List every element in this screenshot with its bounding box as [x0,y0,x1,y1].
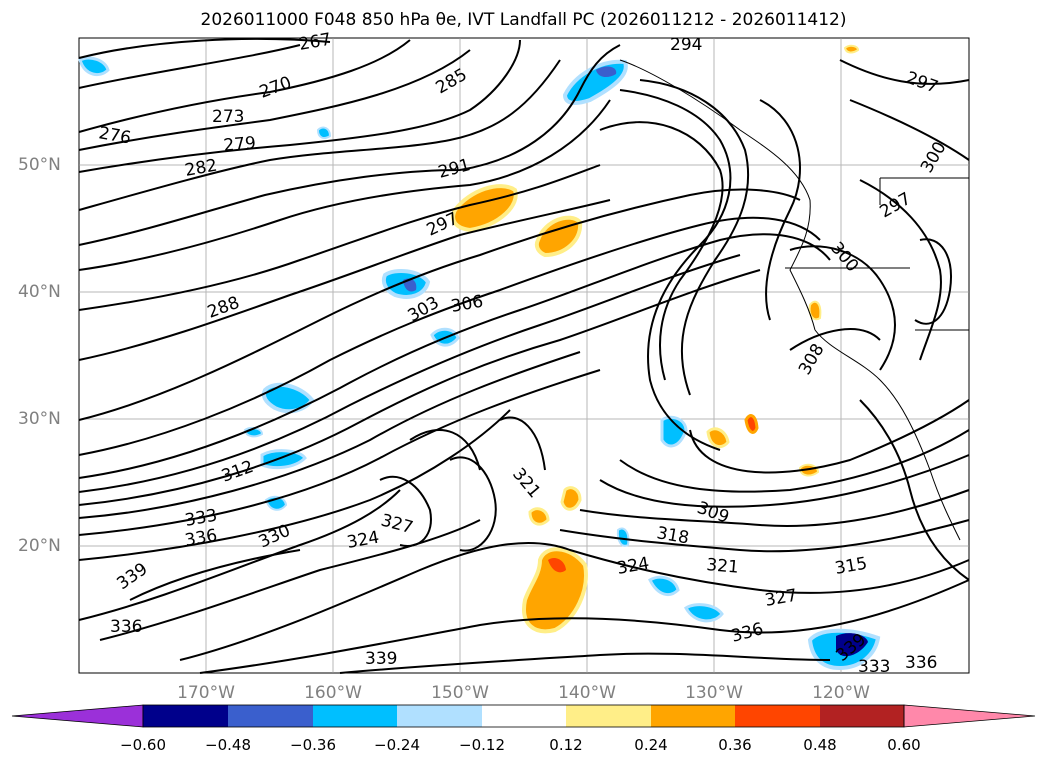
strong-positive [548,558,566,573]
colorbar-bin [735,705,820,727]
positive-anomaly [528,507,550,526]
colorbar-tick: 0.12 [549,736,583,754]
colorbar-tick: 0.48 [803,736,837,754]
strong-negative [836,633,868,657]
theta-e-contours [78,37,970,674]
colorbar-bin [397,705,482,727]
lon-label: 130°W [685,683,743,703]
negative-anomaly [78,56,110,77]
negative-anomaly [260,449,307,470]
colorbar-tick: 0.36 [718,736,752,754]
strong-negative [596,66,617,78]
negative-anomaly [684,603,724,623]
contour-label: 273 [212,107,244,127]
contour-label: 333 [858,657,890,677]
lat-label: 30°N [18,409,61,429]
colorbar-bin [228,705,313,727]
contour-label: 321 [706,555,740,578]
colorbar [11,704,1036,728]
lon-label: 160°W [304,683,362,703]
map-title: 2026011000 F048 850 hPa θe, IVT Landfall… [200,10,847,30]
contour-label: 336 [110,617,142,637]
lon-label: 150°W [431,683,489,703]
lon-label: 170°W [177,683,235,703]
coastline [619,59,969,541]
colorbar-bin [482,705,566,727]
map-frame [78,37,970,674]
colorbar-tick: −0.24 [374,736,420,754]
negative-anomaly [648,575,680,597]
positive-anomaly [534,215,583,258]
pc-shading [78,44,881,671]
negative-anomaly [660,415,688,448]
positive-anomaly [560,486,582,511]
positive-anomaly [706,427,730,449]
colorbar-tick: 0.60 [887,736,921,754]
colorbar-tick: −0.48 [205,736,251,754]
colorbar-tick: −0.60 [120,736,166,754]
negative-anomaly [616,527,630,547]
contour-labels: 267 270 273 276 279 282 285 288 291 294 … [97,30,950,677]
colorbar-extend-high [903,704,1036,728]
lon-label: 120°W [812,683,870,703]
colorbar-extend-low [11,704,144,728]
lat-label: 20°N [18,536,61,556]
negative-anomaly [316,126,332,139]
contour-label: 294 [670,35,702,55]
strong-positive [744,414,759,434]
colorbar-tick: −0.12 [459,736,505,754]
lat-label: 40°N [18,282,61,302]
colorbar-bin [143,705,228,727]
positive-anomaly [522,547,588,634]
colorbar-bin [820,705,904,727]
lon-label: 140°W [558,683,616,703]
contour-label: 279 [223,133,257,156]
contour-label: 336 [905,653,937,673]
colorbar-bin [313,705,397,727]
contour-label: 339 [365,649,397,669]
colorbar-bin [651,705,735,727]
colorbar-bin [566,705,651,727]
lat-label: 50°N [18,155,61,175]
positive-anomaly [843,44,860,54]
colorbar-tick: −0.36 [290,736,336,754]
colorbar-tick: 0.24 [634,736,668,754]
